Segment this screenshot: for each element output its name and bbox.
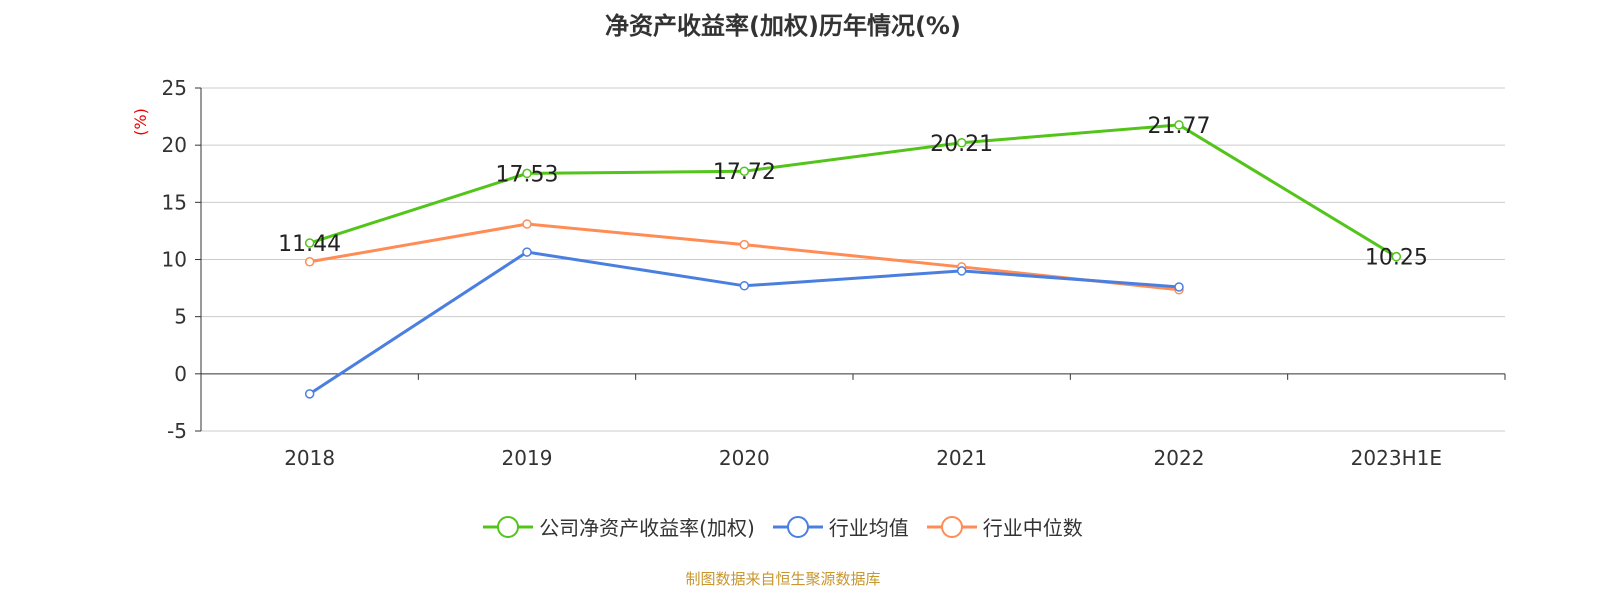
series-line: [308, 250, 1180, 396]
y-axis-label: (%): [131, 108, 150, 136]
data-point: [956, 138, 967, 148]
legend-marker-icon: [926, 515, 977, 538]
data-label: 10.25: [1365, 246, 1428, 271]
data-label: 17.72: [713, 160, 776, 185]
y-tick-label: 5: [174, 305, 187, 329]
x-tick-label: 2023H1E: [1351, 446, 1442, 470]
x-tick-label: 2018: [284, 446, 335, 470]
data-point: [304, 389, 315, 399]
x-tick-label: 2021: [936, 446, 987, 470]
legend-item[interactable]: 公司净资产收益率(加权): [483, 512, 755, 541]
data-point: [522, 247, 532, 257]
data-point: [522, 219, 532, 229]
legend-marker-icon: [772, 515, 823, 538]
data-point: [956, 266, 967, 276]
legend-label: 公司净资产收益率(加权): [539, 516, 755, 540]
data-point: [739, 239, 750, 250]
x-tick-label: 2020: [719, 446, 770, 470]
legend-item[interactable]: 行业中位数: [926, 512, 1083, 541]
data-label: 20.21: [930, 132, 993, 157]
data-label: 11.44: [278, 232, 341, 257]
x-tick-label: 2022: [1154, 446, 1205, 470]
legend-item[interactable]: 行业均值: [772, 512, 909, 541]
data-point: [304, 257, 315, 267]
y-tick-label: 25: [162, 76, 187, 100]
chart-title: 净资产收益率(加权)历年情况(%): [605, 12, 961, 40]
series-line: [309, 222, 1180, 292]
legend-label: 行业均值: [828, 516, 909, 540]
data-point: [522, 168, 532, 179]
y-tick-label: 15: [162, 190, 187, 214]
data-point: [1174, 120, 1184, 130]
legend-label: 行业中位数: [982, 516, 1083, 540]
y-tick-label: 20: [162, 133, 187, 157]
data-point: [304, 238, 315, 248]
data-point: [1174, 282, 1184, 292]
data-point: [739, 281, 750, 291]
legend: 公司净资产收益率(加权) 行业均值 行业中位数: [0, 512, 1566, 541]
y-tick-label: 10: [162, 248, 187, 272]
legend-marker-icon: [483, 515, 534, 538]
y-tick-label: -5: [167, 419, 187, 443]
y-tick-label: 0: [174, 362, 187, 386]
data-label: 21.77: [1148, 114, 1211, 139]
x-tick-label: 2019: [502, 446, 553, 470]
data-point: [1391, 251, 1402, 262]
data-label: 17.53: [496, 162, 559, 187]
series-line: [309, 123, 1398, 258]
data-point: [739, 166, 750, 176]
source-footer: 制图数据来自恒生聚源数据库: [685, 570, 881, 588]
